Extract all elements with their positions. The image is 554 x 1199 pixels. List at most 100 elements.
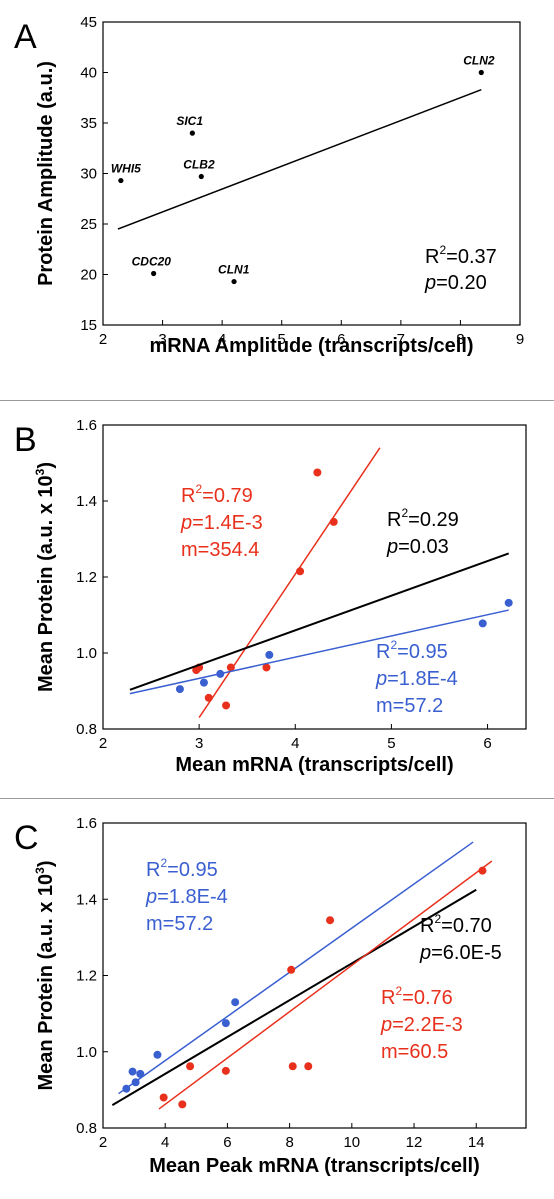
series-group <box>111 888 477 1106</box>
data-point <box>329 517 338 526</box>
x-tick-label: 6 <box>223 1134 231 1151</box>
stat-value: =0.29 <box>408 509 459 531</box>
y-tick-label: 0.8 <box>76 721 97 738</box>
data-point <box>231 998 240 1007</box>
chart-panel-b: B 2 3 4 5 6 0.8 1.0 1.2 1.4 1.6 Mean mRNA (transcri… <box>14 417 527 776</box>
data-point <box>504 598 513 607</box>
stat-value: =0.03 <box>398 536 449 558</box>
series-group <box>129 598 513 695</box>
x-tick-label: 8 <box>456 331 464 348</box>
y-axis-label: Protein Amplitude (a.u.) <box>35 61 57 286</box>
y-axis-label: Mean Protein (a.u. x 103) <box>33 860 57 1090</box>
data-point <box>478 619 487 628</box>
series-group <box>192 447 381 719</box>
stat-label: R <box>181 485 195 507</box>
x-tick-label: 5 <box>387 735 395 752</box>
point-label: CDC20 <box>132 254 172 268</box>
series-group <box>129 552 510 691</box>
stat-annotation-line: R2=0.70 <box>420 912 492 937</box>
x-tick-label: 14 <box>468 1134 485 1151</box>
data-point <box>151 270 157 277</box>
data-point <box>128 1067 137 1076</box>
stat-value: =0.95 <box>397 641 448 663</box>
data-point <box>313 468 322 477</box>
x-tick-label: 7 <box>397 331 405 348</box>
stat-annotation-line: m=57.2 <box>146 913 213 935</box>
panel-letter: B <box>14 421 37 459</box>
x-tick-label: 2 <box>99 1134 107 1151</box>
data-point <box>136 1069 145 1078</box>
stat-italic: p <box>424 272 436 294</box>
y-tick-label: 0.8 <box>76 1120 97 1137</box>
y-tick-label: 1.0 <box>76 1044 97 1061</box>
stat-value: =1.8E-4 <box>387 668 458 690</box>
y-axis-label-end: ) <box>35 860 57 867</box>
y-tick-label: 1.0 <box>76 645 97 662</box>
x-tick-label: 2 <box>99 735 107 752</box>
stat-value: =0.70 <box>441 915 492 937</box>
data-point <box>265 650 274 659</box>
fit-line <box>158 860 493 1110</box>
stat-annotation-line: m=354.4 <box>181 539 259 561</box>
data-point <box>175 685 184 694</box>
stat-italic: p <box>419 942 431 964</box>
data-point <box>178 1100 187 1109</box>
x-tick-label: 6 <box>483 735 491 752</box>
stat-label: R <box>376 641 390 663</box>
stat-value: =0.76 <box>402 987 453 1009</box>
data-point <box>153 1050 162 1059</box>
y-tick-label: 30 <box>80 166 97 183</box>
data-point <box>122 1084 131 1093</box>
panel-letter: C <box>14 819 39 857</box>
y-tick-label: 1.6 <box>76 815 97 832</box>
stat-superscript: 2 <box>434 912 441 926</box>
data-point <box>478 866 487 875</box>
data-point <box>199 678 208 687</box>
stat-value: m=57.2 <box>146 913 213 935</box>
stat-superscript: 2 <box>395 984 402 998</box>
stat-italic: p <box>180 512 192 534</box>
y-tick-label: 40 <box>80 65 97 82</box>
stat-value: =0.79 <box>202 485 253 507</box>
stat-value: m=60.5 <box>381 1041 448 1063</box>
data-point <box>198 173 204 180</box>
stat-value: m=57.2 <box>376 695 443 717</box>
fit-line <box>129 609 509 695</box>
y-tick-label: 1.2 <box>76 968 97 985</box>
point-label: CLN2 <box>463 54 495 68</box>
data-point <box>287 965 296 974</box>
data-point <box>226 663 235 672</box>
fit-line <box>129 552 510 691</box>
stat-italic: p <box>386 536 398 558</box>
y-tick-label: 1.4 <box>76 493 97 510</box>
series-group <box>158 860 493 1110</box>
stat-superscript: 2 <box>160 856 167 870</box>
data-point <box>118 177 124 184</box>
x-axis-label: mRNA Amplitude (transcripts/cell) <box>149 335 473 357</box>
stat-annotation-line: m=60.5 <box>381 1041 448 1063</box>
y-tick-label: 15 <box>80 317 97 334</box>
stat-annotation-line: p=1.8E-4 <box>375 668 458 690</box>
x-tick-label: 4 <box>218 331 226 348</box>
stat-annotation-line: R2=0.76 <box>381 984 453 1009</box>
x-tick-label: 3 <box>195 735 203 752</box>
y-tick-label: 1.6 <box>76 417 97 434</box>
x-tick-label: 12 <box>406 1134 423 1151</box>
x-tick-label: 8 <box>285 1134 293 1151</box>
panel-divider-ab <box>0 400 554 401</box>
stat-label: R <box>387 509 401 531</box>
series-group <box>118 841 474 1095</box>
x-axis-label: Mean mRNA (transcripts/cell) <box>175 754 453 776</box>
y-tick-label: 35 <box>80 115 97 132</box>
stat-annotation-line: p=0.20 <box>424 272 487 294</box>
y-tick-label: 45 <box>80 14 97 31</box>
stat-value: m=354.4 <box>181 539 259 561</box>
x-tick-label: 6 <box>337 331 345 348</box>
stat-value: =0.95 <box>167 859 218 881</box>
stat-superscript: 2 <box>195 482 202 496</box>
y-axis-label-superscript: 3 <box>33 867 47 874</box>
y-axis-label-text: Mean Protein (a.u. x 10 <box>35 475 57 692</box>
stat-annotation-line: p=1.4E-3 <box>180 512 263 534</box>
data-point <box>478 69 484 76</box>
